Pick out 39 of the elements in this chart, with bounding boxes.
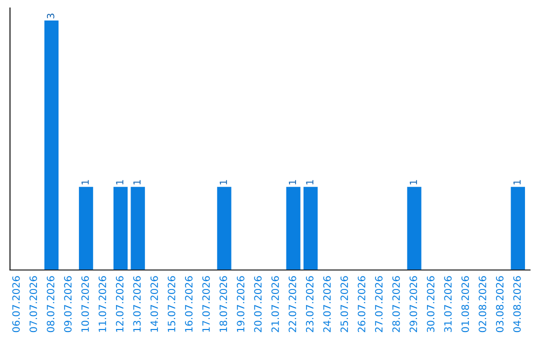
data-label: 1	[116, 180, 124, 184]
x-tick-label: 10.07.2026	[81, 276, 89, 332]
x-tick-label: 09.07.2026	[64, 276, 72, 332]
x-tick-label: 17.07.2026	[202, 276, 210, 332]
data-label: 1	[410, 180, 417, 184]
x-tick-label: 04.08.2026	[513, 276, 521, 332]
data-label: 1	[220, 180, 227, 184]
x-tick-label: 01.08.2026	[461, 276, 469, 332]
x-tick-label: 11.07.2026	[98, 276, 106, 332]
data-label: 1	[514, 180, 521, 184]
x-tick-label: 03.08.2026	[496, 276, 504, 332]
x-tick-label: 18.07.2026	[220, 276, 228, 332]
x-tick-label: 24.07.2026	[323, 276, 331, 332]
data-label: 3	[46, 14, 54, 18]
x-tick-label: 21.07.2026	[271, 276, 279, 332]
data-label: 1	[82, 180, 89, 184]
x-tick-label: 20.07.2026	[254, 276, 262, 332]
x-tick-label: 13.07.2026	[133, 276, 141, 332]
data-label: 1	[133, 180, 141, 184]
x-tick-label: 14.07.2026	[150, 276, 158, 332]
data-label: 1	[306, 180, 314, 184]
x-tick-label: 26.07.2026	[358, 276, 366, 332]
x-tick-label: 15.07.2026	[168, 276, 176, 332]
x-tick-label: 02.08.2026	[478, 276, 486, 332]
x-tick-label: 31.07.2026	[444, 276, 452, 332]
x-tick-label: 06.07.2026	[12, 276, 20, 332]
data-label: 1	[288, 180, 296, 184]
x-tick-label: 28.07.2026	[392, 276, 400, 332]
x-tick-label: 08.07.2026	[46, 276, 54, 332]
x-tick-label: 23.07.2026	[306, 276, 314, 332]
x-tick-label: 30.07.2026	[426, 276, 434, 332]
x-tick-label: 25.07.2026	[340, 276, 348, 332]
x-tick-label: 29.07.2026	[410, 276, 418, 332]
x-tick-label: 07.07.2026	[30, 276, 38, 332]
x-tick-label: 19.07.2026	[236, 276, 244, 332]
x-tick-label: 16.07.2026	[185, 276, 193, 332]
x-tick-label: 27.07.2026	[375, 276, 383, 332]
x-tick-label: 22.07.2026	[288, 276, 296, 332]
x-tick-label: 12.07.2026	[116, 276, 124, 332]
